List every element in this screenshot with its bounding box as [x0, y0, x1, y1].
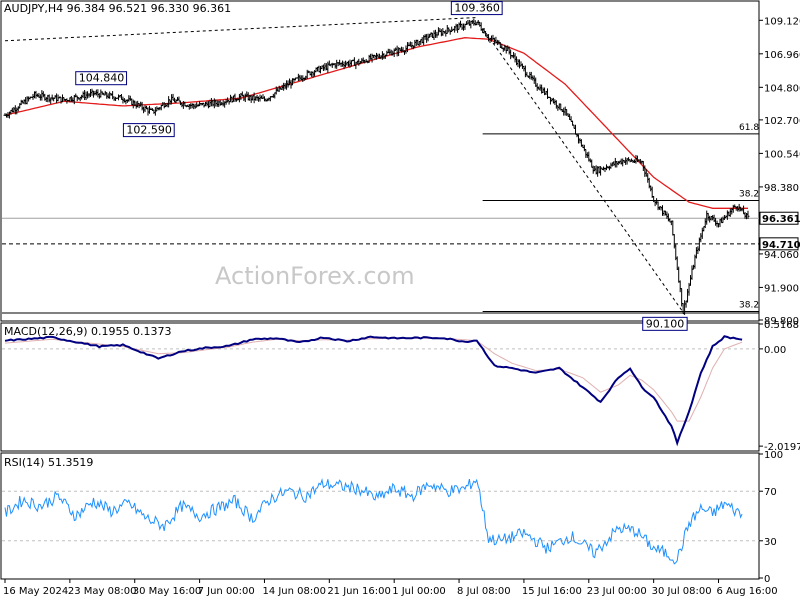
x-tick-label: 16 May 2024 [3, 586, 68, 597]
macd-main-line [4, 335, 743, 447]
x-tick-label: 23 May 08:00 [68, 586, 137, 597]
x-tick-label: 30 Jul 08:00 [652, 586, 712, 597]
y-tick-label: -2.0197 [764, 442, 800, 453]
y-tick-label: 100 [764, 450, 783, 461]
x-tick-label: 15 Jul 16:00 [522, 586, 582, 597]
chart-marks-layer [3, 18, 750, 565]
annotation-badge [122, 123, 175, 138]
x-tick-label: 7 Jun 00:00 [198, 586, 255, 597]
fib-level-label: 61.8 [739, 123, 759, 133]
x-tick-label: 14 Jun 08:00 [262, 586, 326, 597]
y-tick-label: 104.800 [764, 83, 800, 94]
macd-panel-frame [0, 322, 760, 452]
annotation-label: 104.840 [79, 72, 125, 85]
trendline [4, 17, 477, 42]
annotation-label: 102.590 [126, 124, 171, 137]
x-tick-label: 8 Jul 08:00 [457, 586, 511, 597]
level-price-tag-label: 94.710 [762, 240, 800, 251]
fib-level-label: 38.2 [739, 300, 759, 310]
x-tick-label: 23 Jul 00:00 [587, 586, 647, 597]
y-tick-label: 70 [764, 487, 777, 498]
rsi-panel-frame [0, 452, 760, 580]
y-tick-label: 30 [764, 537, 777, 548]
y-tick-label: 0 [764, 574, 770, 585]
macd-panel-title: MACD(12,26,9) 0.1955 0.1373 [4, 325, 172, 338]
y-tick-label: 98.380 [764, 183, 799, 194]
x-tick-label: 30 May 16:00 [133, 586, 202, 597]
price-panel-frame [0, 0, 760, 322]
rsi-panel-title: RSI(14) 51.3519 [4, 456, 93, 469]
current-price-tag-label: 96.361 [762, 214, 800, 225]
annotation-label: 90.100 [646, 317, 685, 330]
fib-level-label: 38.2 [739, 190, 759, 200]
y-tick-label: 0.5168 [764, 320, 799, 331]
y-tick-label: 109.120 [764, 16, 800, 27]
y-tick-label: 94.060 [764, 250, 799, 261]
annotation-badge [75, 71, 128, 86]
x-tick-label: 1 Jul 00:00 [392, 586, 446, 597]
x-tick-label: 21 Jun 16:00 [327, 586, 391, 597]
annotation-badge [450, 1, 503, 16]
y-tick-label: 0.00 [764, 345, 786, 356]
level-price-tag-box [759, 237, 799, 251]
trendline [482, 28, 684, 313]
y-tick-label: 102.700 [764, 116, 800, 127]
y-tick-label: 89.800 [764, 316, 799, 327]
watermark: ActionForex.com [215, 262, 415, 290]
chart-labels-layer: 109.120 106.960 104.800 102.700 100.540 98.38… [3, 1, 800, 597]
annotation-badge [642, 316, 688, 331]
y-tick-label: 106.960 [764, 50, 800, 61]
annotation-label: 109.360 [454, 2, 500, 15]
y-tick-label: 100.540 [764, 149, 800, 160]
chart-lines-layer [2, 17, 759, 542]
y-tick-label: 91.900 [764, 283, 799, 294]
x-tick-label: 6 Aug 16:00 [717, 586, 778, 597]
current-price-tag-box [759, 211, 799, 225]
price-panel-title: AUDJPY,H4 96.384 96.521 96.330 96.361 [4, 2, 231, 15]
rsi-line [4, 478, 743, 565]
